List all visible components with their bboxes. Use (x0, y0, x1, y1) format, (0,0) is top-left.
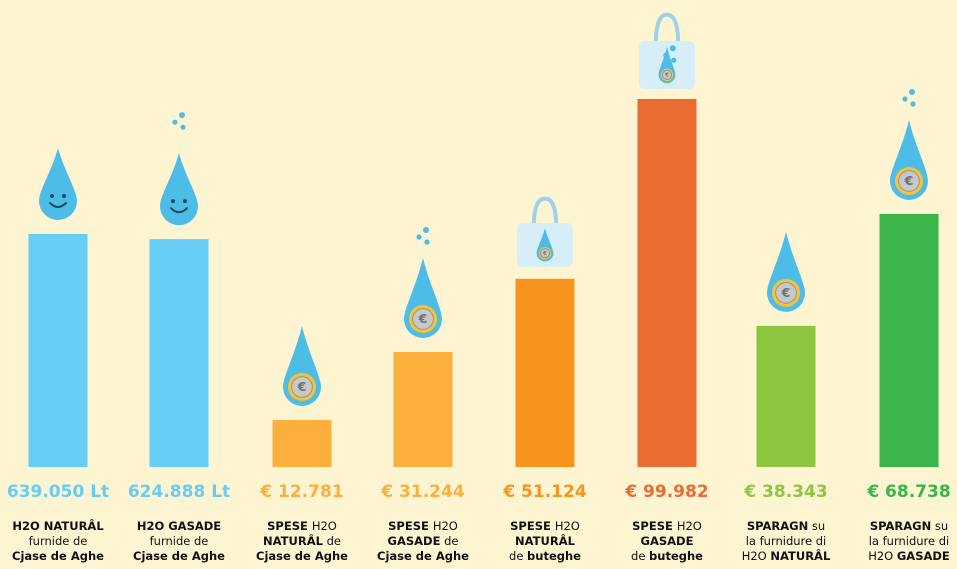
svg-text:€: € (664, 73, 669, 79)
shopping-bag-icon: € (517, 196, 573, 267)
bar (272, 419, 332, 467)
sparkling-euro-drop-icon: € (404, 227, 442, 339)
svg-text:€: € (542, 251, 547, 257)
bar (393, 352, 453, 467)
euro-drop-icon: € (767, 231, 805, 312)
sparkling-euro-drop-icon: € (890, 88, 928, 200)
category-caption: SPARAGN su la furnidure di H2O NATURÂL (741, 519, 831, 563)
category-caption: SPESE H2O GASADE de buteghe (631, 519, 703, 563)
value-label: € 99.982 (625, 482, 709, 502)
svg-text:€: € (904, 173, 914, 188)
bar (637, 99, 697, 467)
sparkling-water-drop-icon (160, 112, 198, 226)
value-label: € 12.781 (260, 482, 344, 502)
bar (28, 234, 88, 467)
value-label: € 38.343 (744, 482, 828, 502)
svg-text:€: € (297, 379, 307, 394)
bar (149, 239, 209, 467)
category-caption: SPESE H2O NATURÂL de Cjase de Aghe (256, 519, 348, 563)
category-caption: SPARAGN su la furnidure di H2O GASADE (868, 519, 950, 563)
value-label: € 51.124 (503, 482, 587, 502)
category-caption: H2O GASADE furnide de Cjase de Aghe (133, 519, 225, 563)
value-label: 624.888 Lt (127, 482, 231, 502)
sparkling-shopping-bag-icon: € (639, 12, 695, 89)
value-label: 639.050 Lt (6, 482, 110, 502)
smiling-water-drop-icon (39, 148, 77, 220)
category-caption: SPESE H2O GASADE de Cjase de Aghe (377, 519, 469, 563)
value-label: € 31.244 (381, 482, 465, 502)
bar (756, 325, 816, 467)
bar (515, 278, 575, 467)
svg-text:€: € (418, 311, 428, 326)
svg-text:€: € (781, 285, 791, 300)
category-caption: SPESE H2O NATURÂL de buteghe (509, 519, 581, 563)
euro-drop-icon: € (283, 325, 321, 406)
category-caption: H2O NATURÂL furnide de Cjase de Aghe (12, 519, 104, 563)
bar (879, 213, 939, 467)
value-label: € 68.738 (867, 482, 951, 502)
